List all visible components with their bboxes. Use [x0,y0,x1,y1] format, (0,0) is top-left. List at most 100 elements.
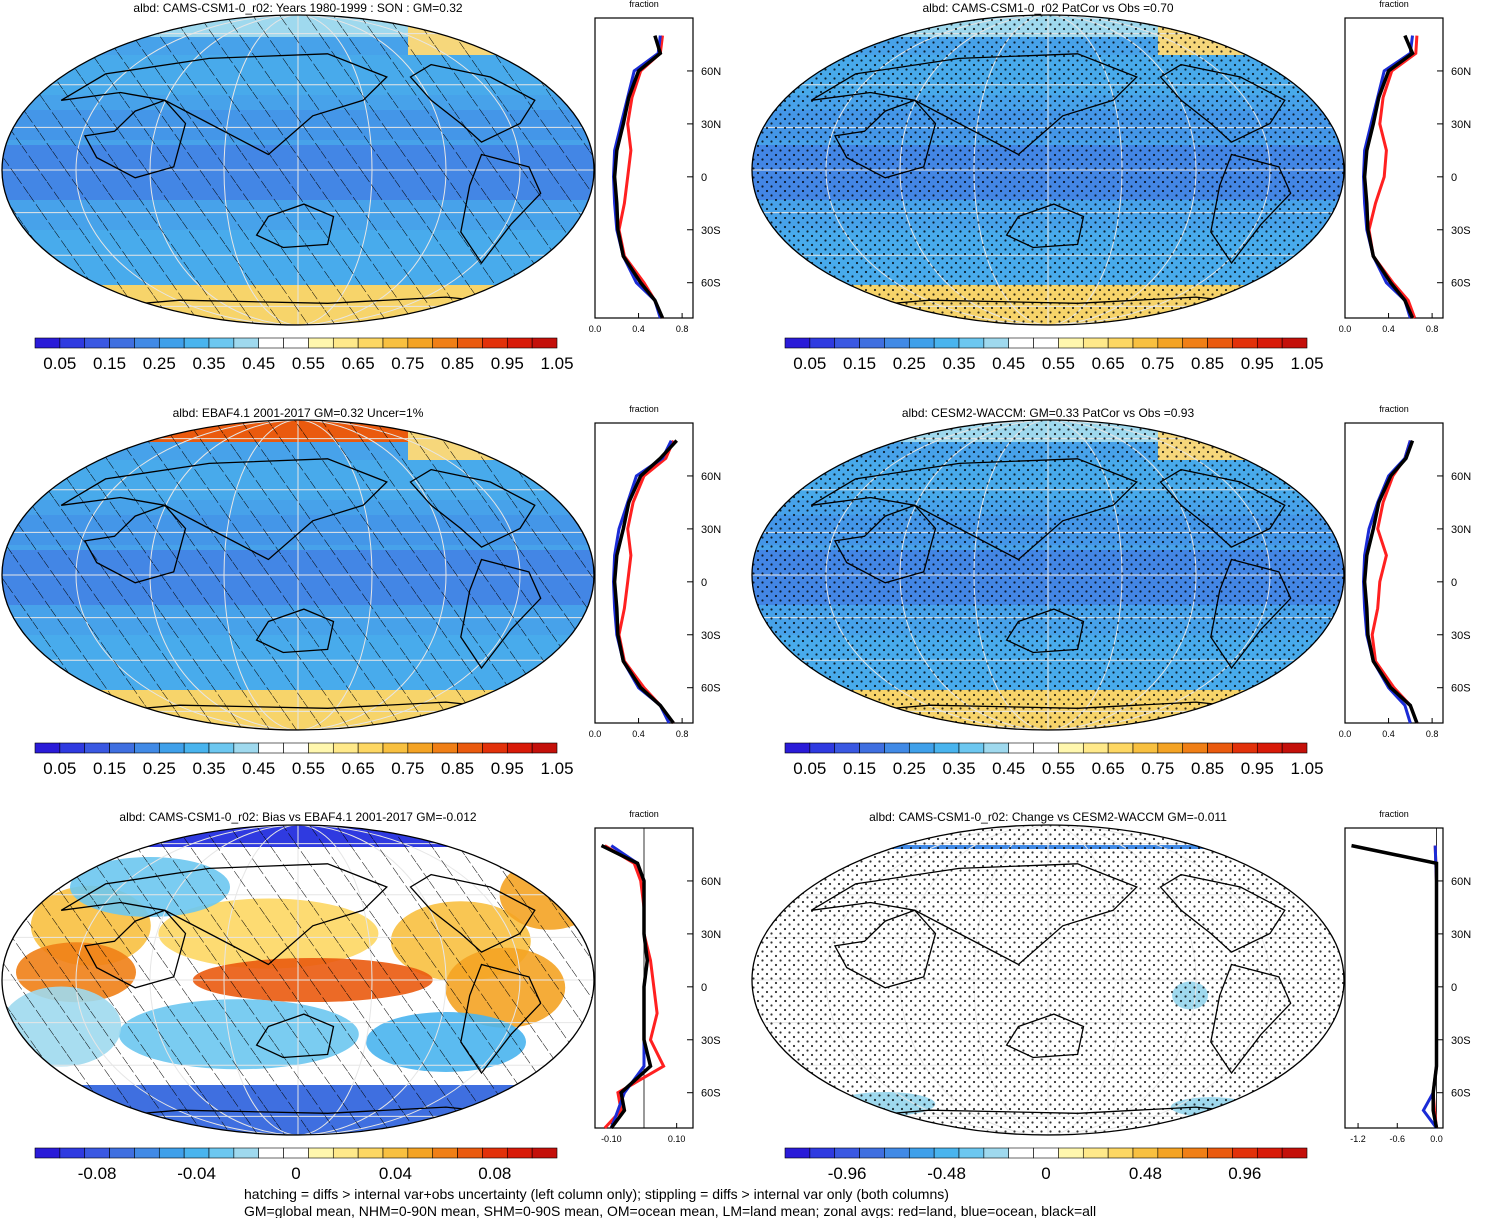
colorbar-swatch [1132,742,1159,754]
lat-tick-label: 30N [701,929,721,941]
colorbar-label: 1.05 [1290,354,1323,373]
colorbar-label: 0.45 [242,354,275,373]
colorbar-swatch [884,337,910,349]
lat-tick-label: 60N [1451,471,1471,483]
colorbar-swatch [382,1147,409,1159]
colorbar-swatch [1107,337,1134,349]
colorbar-swatch [109,742,135,754]
lat-tick-label: 0 [701,577,707,589]
colorbar-label: -0.04 [177,1164,216,1183]
colorbar-swatch [1182,337,1208,349]
colorbar-swatch [382,742,409,754]
colorbar-swatch [506,742,533,754]
footer-line-2: GM=global mean, NHM=0-90N mean, SHM=0-90… [244,1203,1096,1218]
colorbar-swatch [183,337,210,349]
colorbar-swatch [134,337,160,349]
colorbar-swatch [59,1147,86,1159]
profile-xlabel: fraction [629,404,659,414]
map-border [1,824,595,1136]
map-clip-group [2,15,594,325]
coastline-greenland [533,858,581,888]
colorbar-label: 0.95 [1241,759,1274,778]
colorbar-swatch [34,1147,61,1159]
colorbar-label: 0.95 [1241,354,1274,373]
colorbar-label: 0.25 [143,354,176,373]
colorbar-label: 0.55 [1042,354,1075,373]
lat-tick-label: 60N [701,66,721,78]
lat-tick-label: 30S [1451,225,1471,237]
x-tick-label: -0.10 [601,1134,622,1144]
colorbar-swatch [1033,1147,1059,1159]
profile-line-all [612,439,678,725]
colorbar-label: 0.15 [843,354,876,373]
colorbar-swatch [1281,742,1308,754]
colorbar-swatch [258,337,284,349]
colorbar-swatch [407,1147,434,1159]
colorbar-swatch [834,742,860,754]
colorbar-swatch [457,742,483,754]
colorbar-swatch [531,742,558,754]
lat-tick-label: 0 [701,172,707,184]
lat-tick-label: 30S [701,630,721,642]
zonal-profile-0: fraction 60N 30N 0 30S 60S 0.0 0.4 0.8 [589,0,721,334]
hatching-overlay [2,420,594,730]
lat-tick-label: 30S [701,225,721,237]
map-panel-obs [1,419,595,731]
colorbar-swatch [1207,337,1233,349]
stippling-overlay [752,420,1344,730]
profile-xlabel: fraction [1379,0,1409,9]
profile-line-all [1351,843,1439,1129]
colorbar-label: -0.08 [78,1164,117,1183]
colorbar-swatch [233,337,260,349]
lat-tick-label: 30S [1451,630,1471,642]
map-panel-model-patcor [751,14,1345,326]
x-tick-label: 0.8 [1426,324,1439,334]
map-clip-group [752,420,1344,730]
colorbar-swatch [933,337,960,349]
x-tick-label: 0.4 [1382,729,1395,739]
colorbar-label: 0.35 [192,759,225,778]
map-clip-group [752,825,1344,1135]
map-clip-group [2,420,594,730]
x-tick-label: 0.0 [1339,729,1352,739]
x-tick-label: 0.4 [632,324,645,334]
lat-tick-label: 60N [1451,876,1471,888]
colorbar-label: 0.85 [1191,354,1224,373]
colorbar-swatch [1232,1147,1258,1159]
colorbar-label: 0.45 [992,759,1025,778]
colorbar-swatch [908,742,935,754]
colorbar-swatch [482,1147,508,1159]
lat-tick-label: 0 [1451,982,1457,994]
profile-line-all [1362,34,1415,319]
colorbar-swatch [158,1147,185,1159]
coastline-greenland [533,453,581,483]
colorbar-swatch [1058,337,1084,349]
x-tick-label: 0.4 [1382,324,1395,334]
colorbar-swatch [283,1147,309,1159]
lat-tick-label: 60S [701,1088,721,1100]
x-tick-label: 0.0 [1430,1134,1443,1144]
colorbar-swatch [531,337,558,349]
colorbar-swatch [432,742,458,754]
lat-tick-label: 30S [701,1035,721,1047]
stippling-overlay [752,15,1344,325]
colorbar-swatch [784,1147,811,1159]
colorbar-swatch [1157,1147,1184,1159]
colorbar-label: 0.05 [793,759,826,778]
colorbar-swatch [84,337,110,349]
colorbar-swatch [834,337,860,349]
colorbar-swatch [983,337,1010,349]
colorbar-swatch [357,742,384,754]
lat-tick-label: 30N [1451,524,1471,536]
colorbar-swatch [884,1147,910,1159]
colorbar-swatch [34,337,61,349]
colorbar-label: 0.65 [1092,759,1125,778]
lat-tick-label: 30N [701,119,721,131]
colorbar-swatch [59,742,86,754]
colorbar-label: 0.55 [1042,759,1075,778]
map-border [1,419,595,731]
colorbar-label: 1.05 [1290,759,1323,778]
profile-xlabel: fraction [1379,404,1409,414]
colorbar-label: 0.45 [242,759,275,778]
colorbar-label: 0.55 [292,354,325,373]
